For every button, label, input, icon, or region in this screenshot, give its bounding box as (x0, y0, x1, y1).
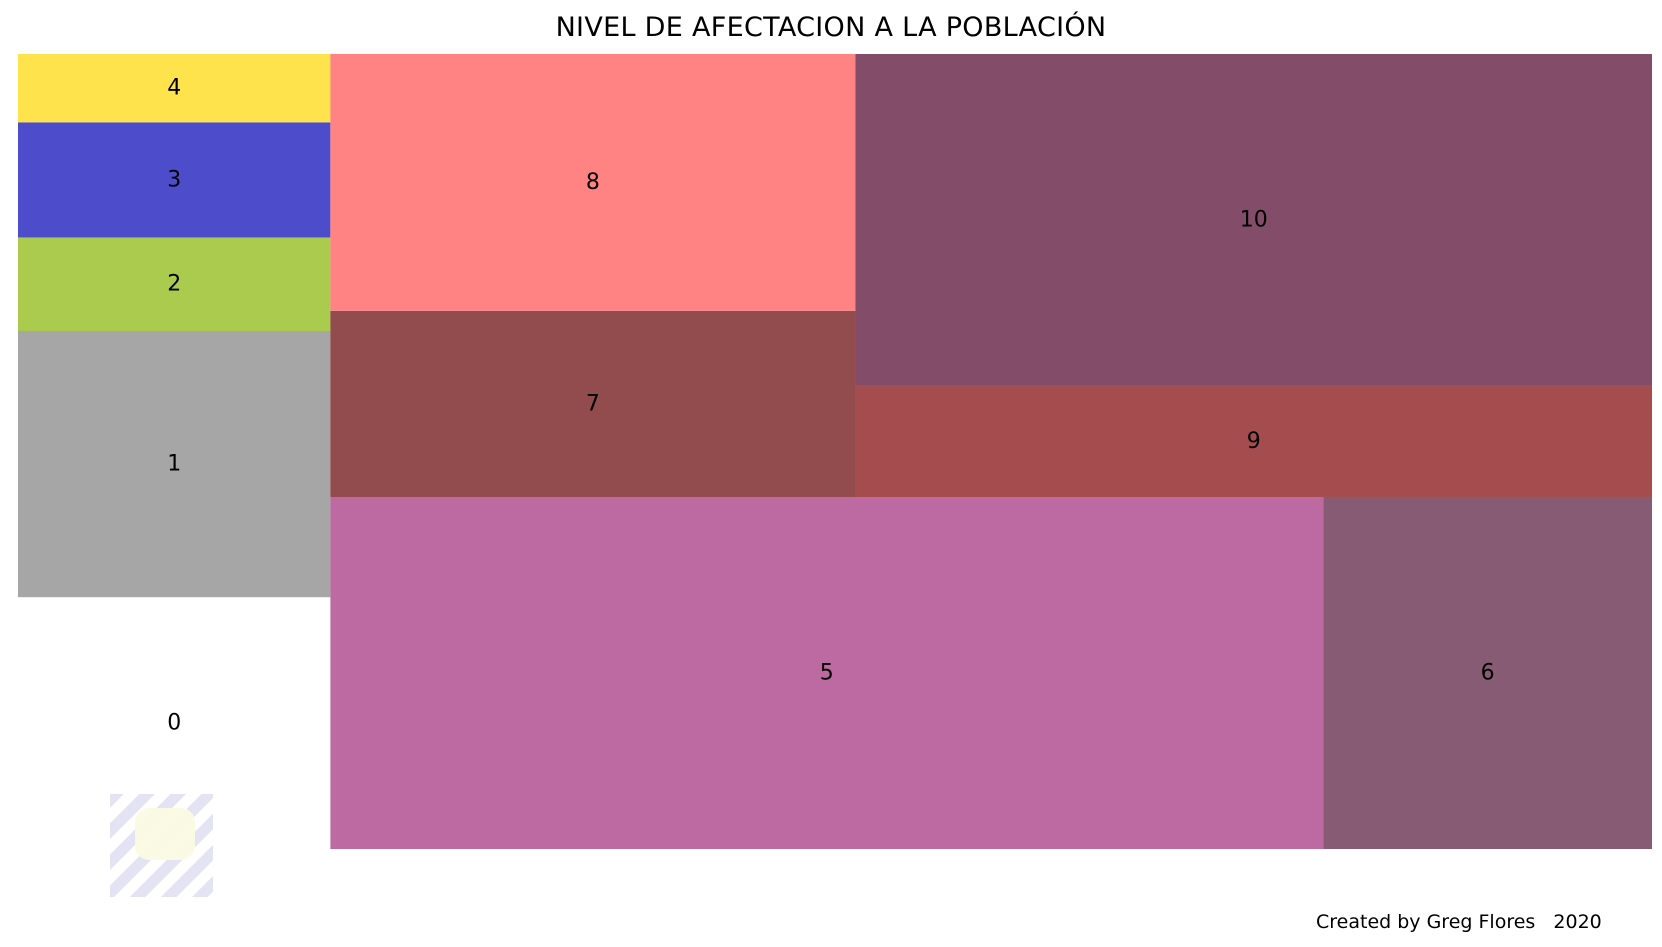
chart-title: NIVEL DE AFECTACION A LA POBLACIÓN (555, 12, 1107, 43)
treemap-tile-1 (18, 330, 331, 598)
treemap-tile-7 (330, 310, 856, 497)
treemap-tile-label-6: 6 (1481, 660, 1495, 685)
treemap-tile-label-10: 10 (1240, 207, 1268, 232)
treemap-tile-label-1: 1 (167, 452, 181, 477)
treemap-tile-label-4: 4 (167, 76, 181, 101)
treemap-tile-2 (18, 237, 331, 331)
treemap-tile-label-2: 2 (167, 272, 181, 297)
treemap-tile-8 (330, 54, 856, 311)
treemap-tile-9 (855, 385, 1652, 497)
treemap-tile-label-8: 8 (586, 170, 600, 195)
treemap-tile-label-0: 0 (167, 711, 181, 736)
treemap-tile-label-7: 7 (586, 391, 600, 416)
credit-text: Created by Greg Flores 2020 (1316, 911, 1602, 933)
treemap-tile-4 (18, 54, 331, 123)
treemap-tile-10 (855, 54, 1652, 386)
treemap-tile-5 (330, 496, 1324, 849)
watermark-logo (110, 794, 213, 897)
treemap-tile-6 (1323, 496, 1652, 849)
treemap-tile-3 (18, 122, 331, 238)
treemap-tile-label-3: 3 (167, 167, 181, 192)
treemap-tile-label-9: 9 (1247, 429, 1261, 454)
treemap-tile-label-5: 5 (820, 660, 834, 685)
